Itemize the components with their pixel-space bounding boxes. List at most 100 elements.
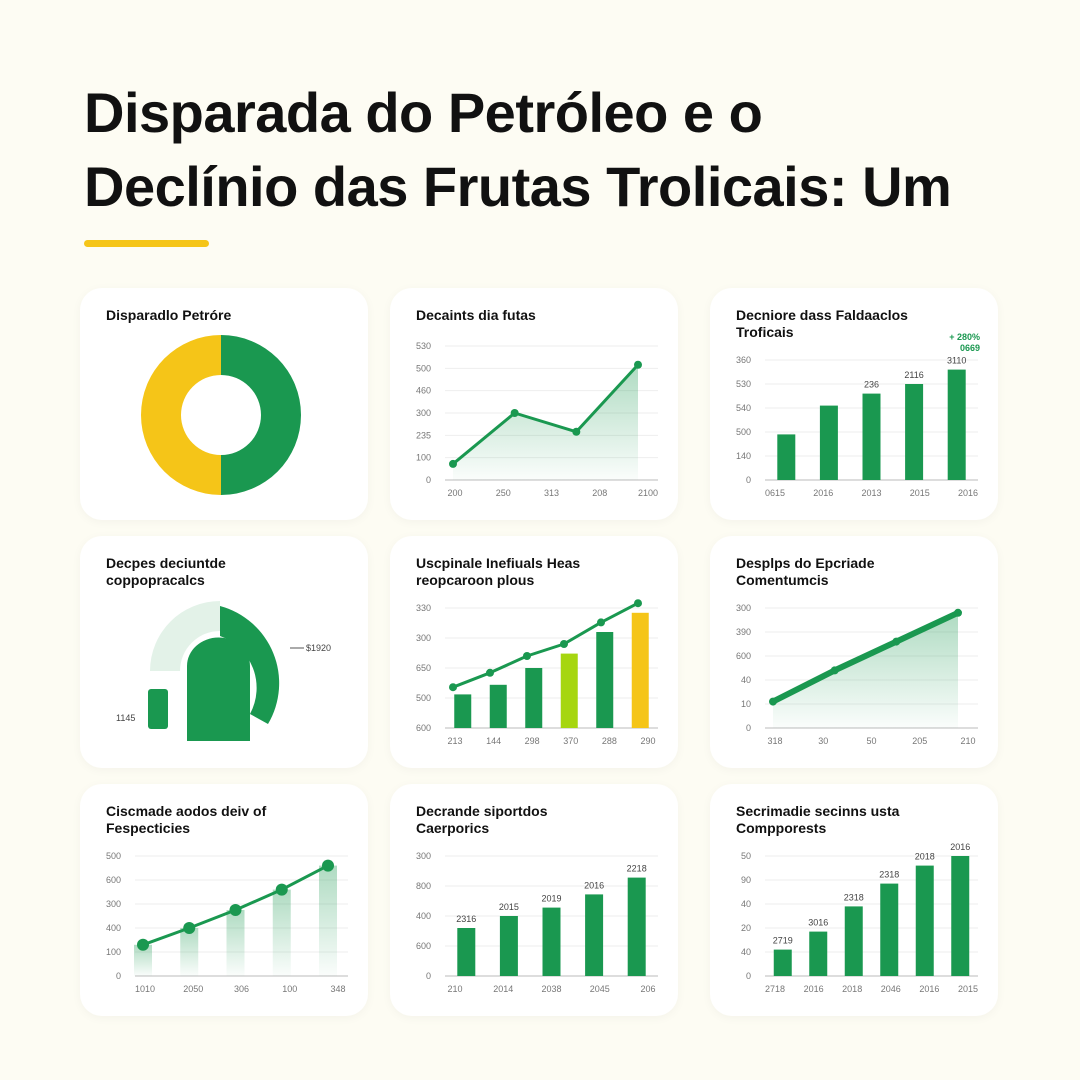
y-tick-label: 530 [416,341,431,351]
y-tick-label: 10 [741,699,751,709]
point [560,640,568,648]
chart-card: Decpes deciuntde coppopracalcs $1920 1145 [80,536,368,768]
y-tick-label: 0 [746,475,751,485]
x-tick-label: 348 [330,984,345,994]
value-label: 2318 [844,892,864,902]
x-tick-label: 2046 [881,984,901,994]
card-title: Comentumcis [736,572,829,588]
bar [542,907,561,976]
x-tick-label: 2013 [861,488,881,498]
x-tick-label: 100 [282,984,297,994]
chart-card: Secrimadie secinns usta Compporests 0 40 20 4… [710,784,998,1016]
card-title: Secrimadie secinns usta [736,803,900,819]
y-tick-label: 600 [106,875,121,885]
bar [819,405,838,480]
y-tick-label: 390 [736,627,751,637]
bar [777,434,796,480]
y-tick-label: 40 [741,675,751,685]
y-tick-label: 20 [741,923,751,933]
bar [525,668,543,728]
chart-card: Uscpinale Inefiuals Heas reopcaroon plous… [390,536,678,768]
card-title: coppopracalcs [106,572,205,588]
x-tick-label: 2015 [910,488,930,498]
x-tick-label: 370 [563,736,578,746]
x-tick-label: 50 [866,736,876,746]
line [771,610,960,705]
y-tick-label: 235 [416,430,431,440]
point [322,859,334,872]
x-tick-label: 2015 [958,984,978,994]
x-tick-label: 2050 [183,984,203,994]
accent-bar [84,240,209,247]
bar [773,949,792,976]
value-label: 2116 [904,370,923,380]
x-tick-label: 2016 [919,984,939,994]
point [830,666,839,675]
faded-bar [226,910,245,976]
value-label: 2316 [456,914,476,924]
y-tick-label: 300 [416,851,431,861]
value-label: 2015 [499,902,519,912]
y-tick-label: 0 [426,971,431,981]
point [523,652,531,660]
chart: Disparadlo Petróre [106,307,301,495]
y-tick-label: 600 [416,941,431,951]
point [449,683,457,692]
column-shape [148,689,168,729]
x-tick-label: 205 [912,736,927,746]
value-label: 236 [864,380,879,390]
main-title: Disparada do Petróleo e o Declínio das Fr… [84,76,952,224]
point [183,922,196,934]
annotation: $1920 [306,643,331,653]
y-tick-label: 540 [736,403,751,413]
card-title: Decniore dass Faldaaclos [736,307,908,323]
value-label: 3110 [947,356,966,366]
y-tick-label: 500 [416,693,431,703]
y-tick-label: 40 [741,899,751,909]
x-tick-label: 2018 [842,984,862,994]
y-tick-label: 300 [416,408,431,418]
x-tick-label: 2100 [638,488,658,498]
x-tick-label: 210 [447,984,462,994]
point [229,904,242,916]
y-tick-label: 360 [736,355,751,365]
bar [809,931,828,976]
arc-shape [150,601,220,671]
y-tick-label: 500 [416,363,431,373]
card-title: Decpes deciuntde [106,555,226,571]
y-tick-label: 500 [106,851,121,861]
y-tick-label: 530 [736,379,751,389]
annotation: 1145 [116,713,135,723]
donut-slice [221,335,301,495]
bar [489,684,507,728]
point [449,459,457,468]
area [773,612,958,728]
x-tick-label: 2016 [804,984,824,994]
x-tick-label: 213 [447,736,462,746]
y-tick-label: 800 [416,881,431,891]
bar [585,894,604,976]
bar [880,883,899,976]
value-label: 2218 [627,864,647,874]
bar [454,694,472,728]
y-tick-label: 100 [416,453,431,463]
x-tick-label: 313 [544,488,559,498]
value-label: 2719 [773,936,793,946]
x-tick-label: 0615 [765,488,785,498]
chart-card: Disparadlo Petróre [80,288,368,520]
x-tick-label: 2016 [813,488,833,498]
x-tick-label: 2014 [493,984,513,994]
donut-slice [141,335,221,495]
y-tick-label: 100 [106,947,121,957]
y-tick-label: 650 [416,663,431,673]
bar [905,384,924,480]
y-tick-label: 300 [736,603,751,613]
x-tick-label: 2016 [958,488,978,498]
x-tick-label: 298 [525,736,540,746]
y-tick-label: 0 [116,971,121,981]
